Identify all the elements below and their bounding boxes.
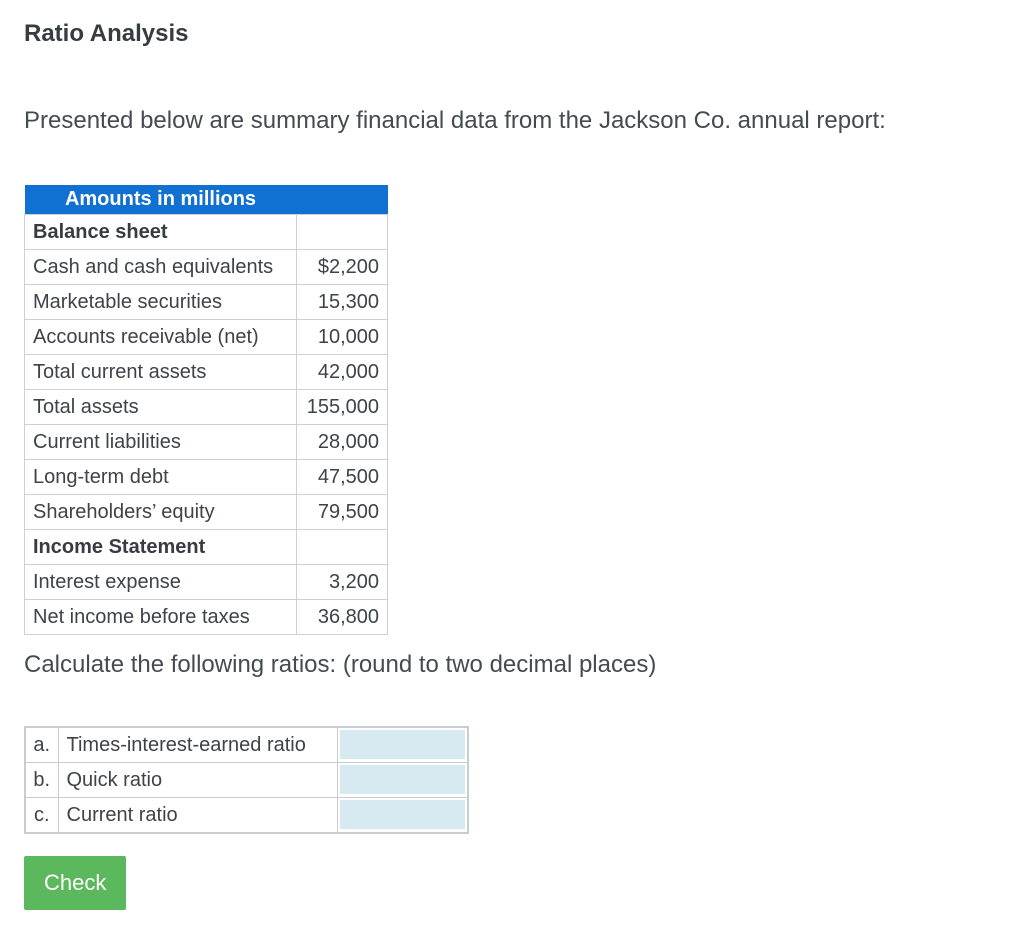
- row-value: 36,800: [296, 599, 388, 636]
- row-value: 155,000: [296, 389, 388, 426]
- financial-row-current-liabilities: Current liabilities 28,000: [24, 424, 388, 461]
- ratio-letter: b.: [24, 761, 59, 798]
- ratio-input-cell: [336, 761, 469, 798]
- current-ratio-input[interactable]: [339, 800, 465, 830]
- row-label: Net income before taxes: [24, 599, 297, 636]
- row-value: [296, 529, 388, 566]
- row-label: Total current assets: [24, 354, 297, 391]
- row-value: [296, 214, 388, 251]
- row-label: Shareholders’ equity: [24, 494, 297, 531]
- financial-row-shareholders-equity: Shareholders’ equity 79,500: [24, 494, 388, 531]
- ratio-input-cell: [336, 796, 469, 834]
- row-label: Total assets: [24, 389, 297, 426]
- row-label: Income Statement: [24, 529, 297, 566]
- row-value: 3,200: [296, 564, 388, 601]
- financial-row-total-current-assets: Total current assets 42,000: [24, 354, 388, 391]
- row-value: 47,500: [296, 459, 388, 496]
- ratio-label: Times-interest-earned ratio: [57, 726, 338, 763]
- check-button[interactable]: Check: [24, 855, 127, 910]
- financial-row-balance-sheet: Balance sheet: [24, 214, 388, 251]
- quick-ratio-input[interactable]: [339, 765, 465, 795]
- financial-row-long-term-debt: Long-term debt 47,500: [24, 459, 388, 496]
- ratio-row-times-interest-earned: a. Times-interest-earned ratio: [24, 726, 469, 763]
- ratio-answer-table: a. Times-interest-earned ratio b. Quick …: [24, 725, 469, 834]
- page: Ratio Analysis Presented below are summa…: [24, 20, 886, 910]
- row-value: $2,200: [296, 249, 388, 286]
- table-header-spacer: [296, 185, 388, 215]
- row-value: 28,000: [296, 424, 388, 461]
- row-label: Marketable securities: [24, 284, 297, 321]
- ratio-input-cell: [336, 726, 469, 763]
- financial-row-marketable-securities: Marketable securities 15,300: [24, 284, 388, 321]
- page-title: Ratio Analysis: [24, 20, 189, 47]
- financial-row-total-assets: Total assets 155,000: [24, 389, 388, 426]
- row-label: Cash and cash equivalents: [24, 249, 297, 286]
- financial-row-accounts-receivable: Accounts receivable (net) 10,000: [24, 319, 388, 356]
- financial-data-table: Amounts in millions Balance sheet Cash a…: [24, 185, 388, 636]
- ratio-row-quick-ratio: b. Quick ratio: [24, 761, 469, 798]
- row-label: Current liabilities: [24, 424, 297, 461]
- instruction-text: Calculate the following ratios: (round t…: [24, 651, 657, 679]
- ratio-letter: c.: [24, 796, 59, 834]
- ratio-row-current-ratio: c. Current ratio: [24, 796, 469, 834]
- intro-text: Presented below are summary financial da…: [24, 106, 886, 134]
- row-label: Accounts receivable (net): [24, 319, 297, 356]
- financial-row-interest-expense: Interest expense 3,200: [24, 564, 388, 601]
- row-value: 10,000: [296, 319, 388, 356]
- financial-row-income-statement: Income Statement: [24, 529, 388, 566]
- row-label: Balance sheet: [24, 214, 297, 251]
- financial-row-cash: Cash and cash equivalents $2,200: [24, 249, 388, 286]
- ratio-label: Current ratio: [57, 796, 338, 834]
- ratio-letter: a.: [24, 726, 59, 763]
- row-label: Interest expense: [24, 564, 297, 601]
- row-value: 42,000: [296, 354, 388, 391]
- financial-row-net-income-before-taxes: Net income before taxes 36,800: [24, 599, 388, 636]
- times-interest-earned-ratio-input[interactable]: [339, 730, 465, 760]
- ratio-label: Quick ratio: [57, 761, 338, 798]
- table-header-label: Amounts in millions: [24, 185, 297, 215]
- row-value: 79,500: [296, 494, 388, 531]
- row-label: Long-term debt: [24, 459, 297, 496]
- row-value: 15,300: [296, 284, 388, 321]
- table-header-row: Amounts in millions: [24, 185, 388, 215]
